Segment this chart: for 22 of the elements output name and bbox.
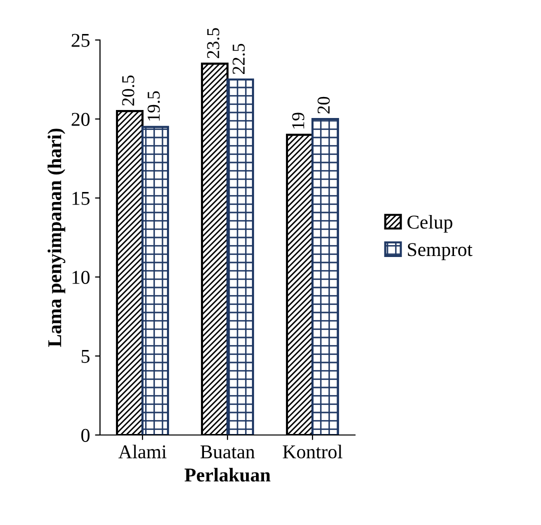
data-label: 23.5: [207, 28, 220, 58]
y-tick-label: 10: [72, 270, 90, 284]
bar: [311, 118, 340, 435]
data-label: 19: [292, 112, 304, 128]
y-tick-label: 25: [72, 34, 90, 47]
y-axis-title: Lama penyimpanan (hari): [48, 128, 66, 347]
x-tick-label: Kontrol: [282, 444, 342, 458]
legend-label: Celup: [407, 215, 452, 233]
y-tick-label: 5: [82, 350, 90, 363]
bar: [141, 126, 170, 435]
legend-label: Semprot: [408, 243, 472, 260]
data-label: 20: [318, 96, 330, 114]
x-axis-title: Perlakuan: [184, 468, 270, 482]
x-tick-label: Alami: [118, 444, 166, 458]
bar: [226, 78, 254, 435]
data-label: 19.5: [148, 91, 160, 121]
y-tick-label: 15: [72, 192, 90, 205]
y-tick-label: 20: [72, 112, 90, 126]
data-label: 20.5: [122, 75, 134, 106]
y-tick-label: 0: [81, 428, 90, 442]
data-label: 22.5: [232, 44, 245, 74]
x-tick-label: Buatan: [200, 445, 255, 458]
